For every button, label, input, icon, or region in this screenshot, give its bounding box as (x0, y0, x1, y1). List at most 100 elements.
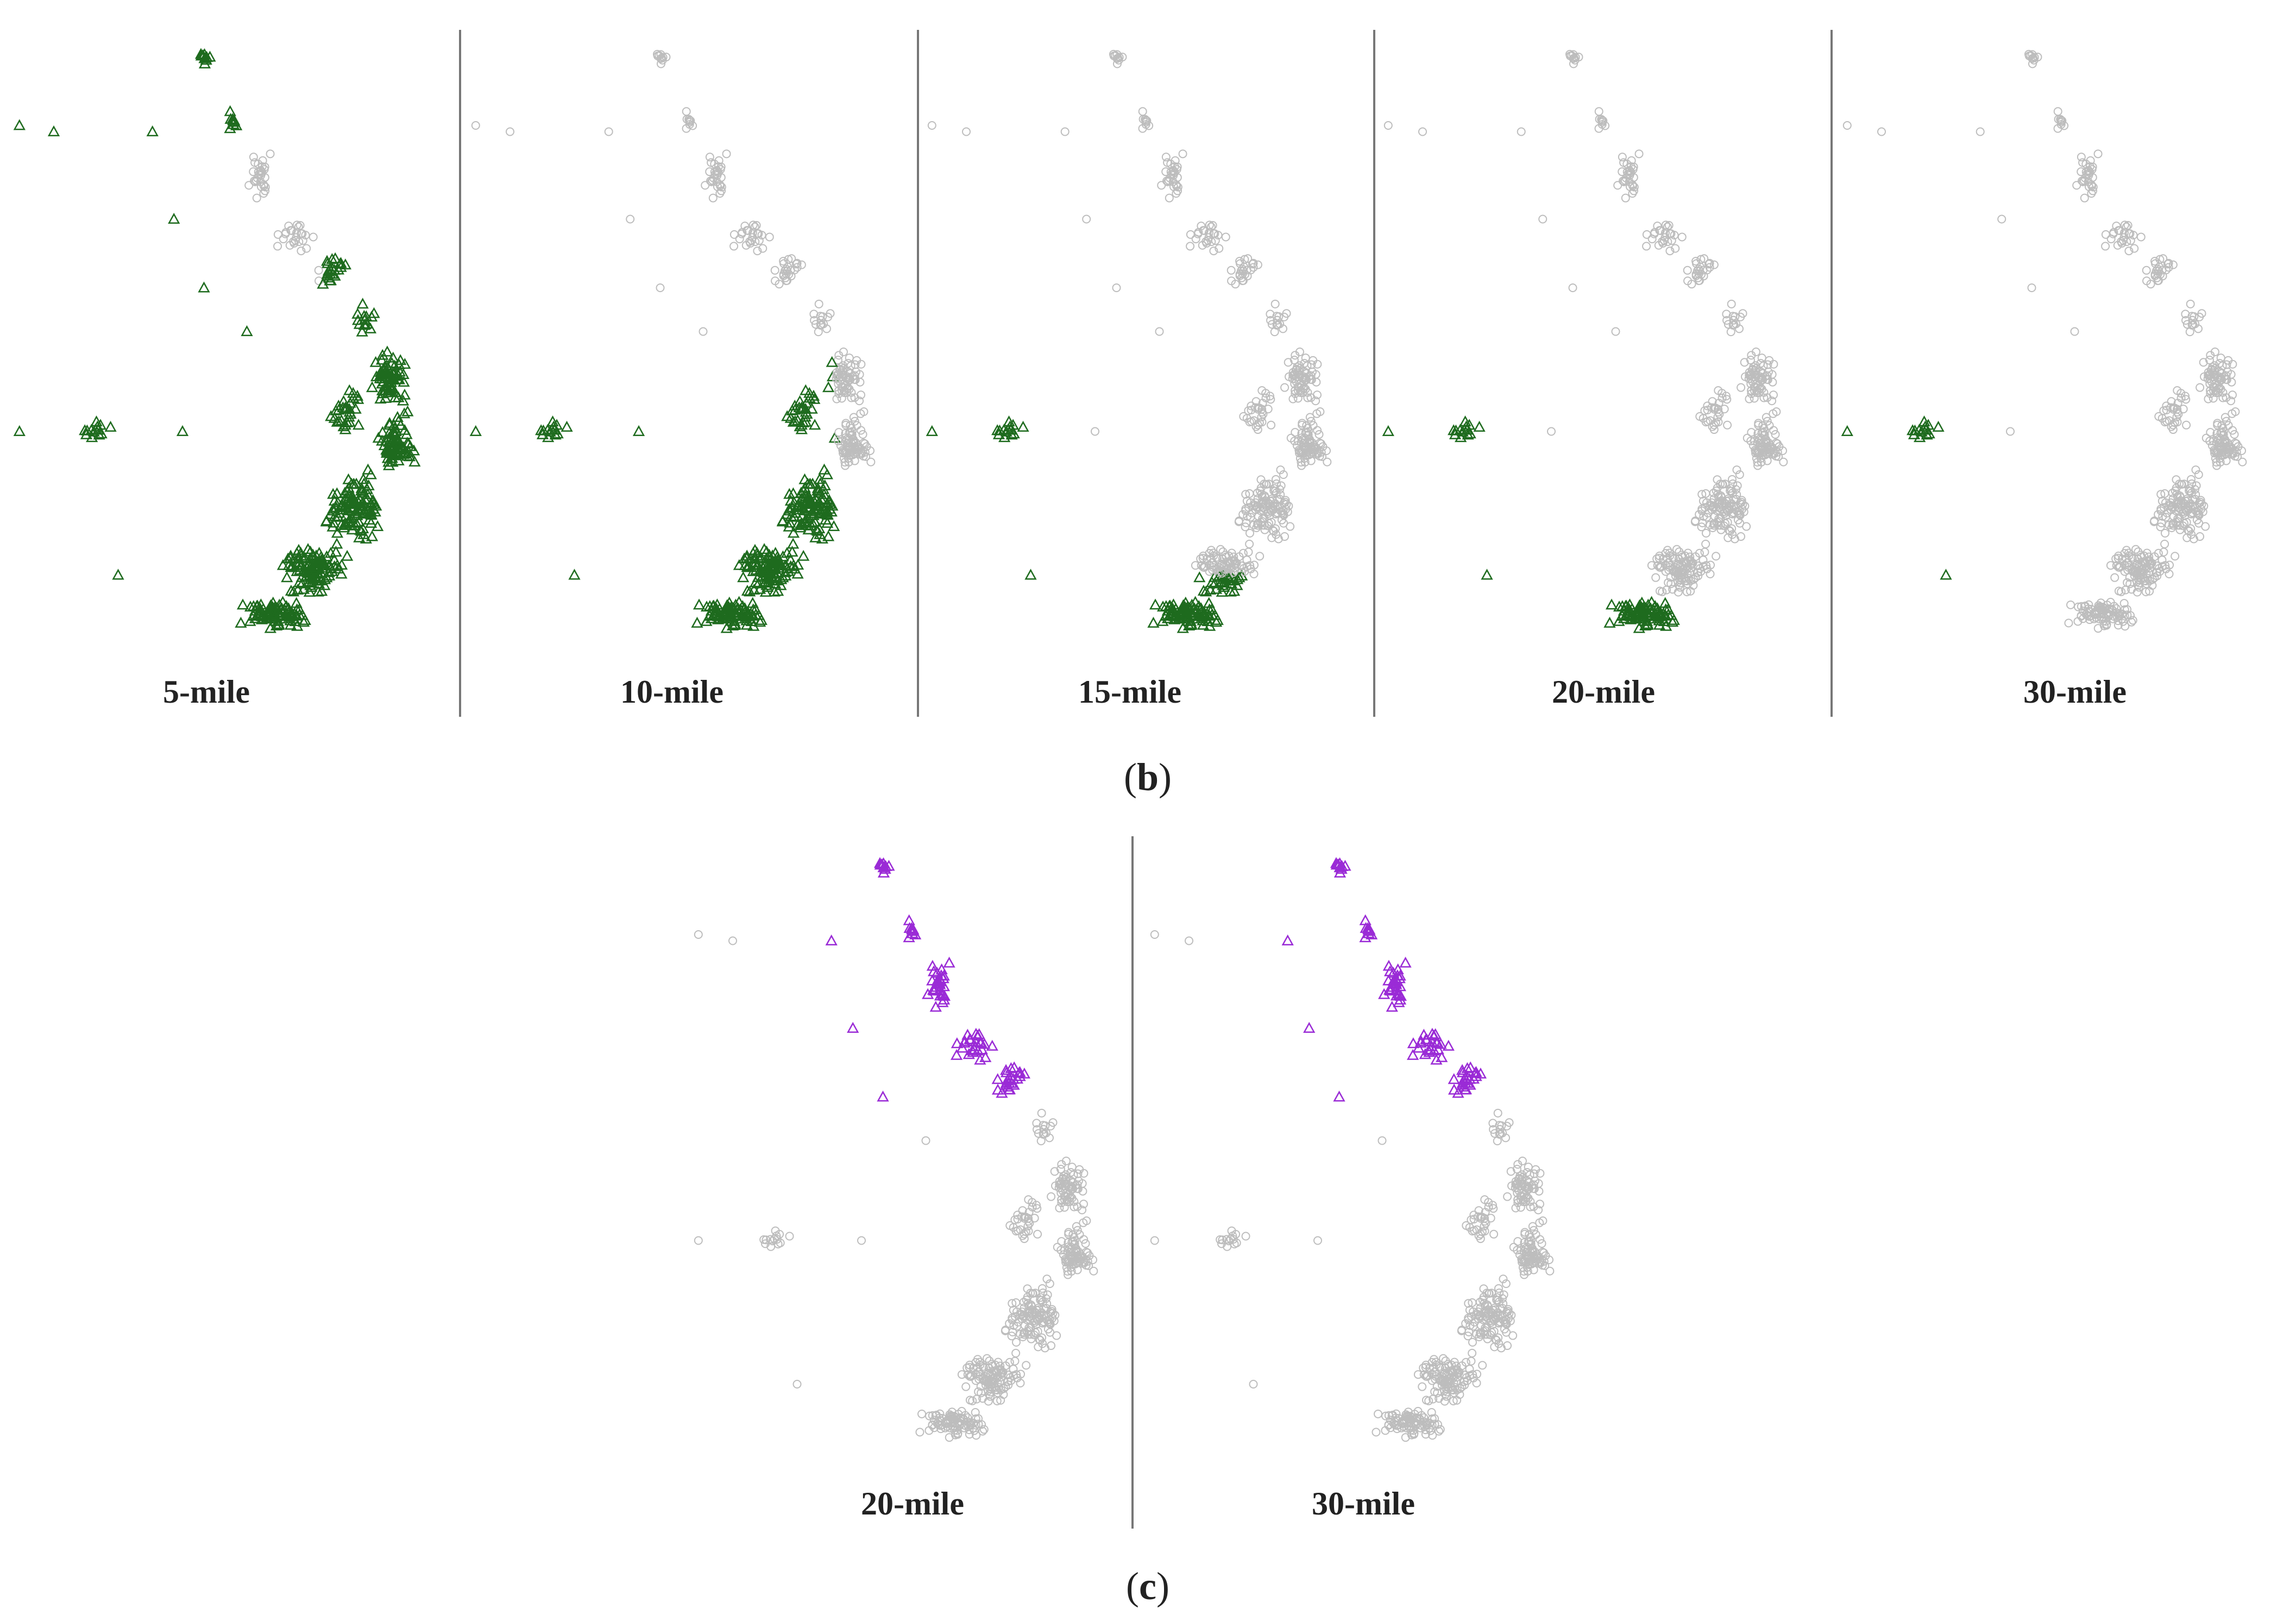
selected-station-marker (389, 444, 402, 455)
station-marker (1450, 1366, 1460, 1375)
station-marker (790, 266, 799, 275)
station-marker (2078, 177, 2087, 186)
station-marker (1251, 397, 1261, 406)
station-marker (1297, 458, 1306, 467)
station-marker (1538, 1261, 1547, 1270)
station-marker (1046, 1121, 1055, 1131)
station-marker (2146, 559, 2155, 568)
station-marker (2122, 546, 2131, 555)
station-marker (309, 232, 318, 242)
selected-station-marker (351, 509, 363, 520)
station-marker (1536, 1235, 1545, 1244)
station-marker (1277, 515, 1286, 525)
station-marker (1219, 561, 1228, 570)
selected-station-marker (389, 422, 401, 433)
station-marker (2122, 237, 2131, 247)
station-marker (1721, 511, 1731, 520)
station-marker (1242, 266, 1251, 275)
station-marker (1267, 420, 1276, 430)
station-marker (935, 1416, 945, 1425)
station-marker (1066, 1187, 1075, 1196)
selected-station-marker (1167, 605, 1180, 616)
station-marker (1020, 1330, 1029, 1339)
station-marker (1216, 545, 1225, 554)
selected-station-marker (348, 478, 360, 489)
station-marker (1687, 559, 1696, 568)
selected-station-marker (94, 419, 107, 430)
station-marker (1476, 1330, 1485, 1339)
station-marker (973, 1355, 982, 1364)
station-marker (1691, 257, 1701, 266)
selected-station-marker (313, 546, 325, 558)
selected-station-marker (950, 1049, 963, 1060)
selected-station-marker (1427, 1030, 1440, 1041)
station-marker (1196, 554, 1205, 564)
station-marker (839, 361, 848, 370)
selected-station-marker (301, 543, 314, 554)
selected-station-marker (362, 479, 375, 490)
station-marker (1024, 1214, 1033, 1223)
station-marker (1539, 1257, 1549, 1266)
selected-station-marker (331, 487, 343, 498)
selected-station-marker (1008, 1078, 1020, 1090)
station-marker (1028, 1289, 1037, 1298)
station-marker (1039, 1288, 1048, 1297)
station-marker (2172, 475, 2181, 484)
station-marker (1267, 320, 1276, 329)
station-marker (751, 237, 760, 247)
station-marker (2123, 578, 2132, 587)
station-marker (653, 51, 662, 60)
selected-station-marker (1430, 1053, 1443, 1065)
station-marker (2127, 553, 2136, 562)
station-marker (1764, 447, 1773, 457)
selected-station-marker (1186, 607, 1199, 618)
station-marker (1707, 403, 1716, 412)
station-marker (1265, 392, 1274, 401)
station-marker (1671, 571, 1680, 580)
station-marker (848, 371, 857, 381)
station-marker (1045, 1315, 1054, 1324)
station-marker (857, 359, 866, 369)
selected-station-marker (1662, 603, 1675, 614)
station-marker (2123, 220, 2133, 230)
station-marker (1074, 1257, 1084, 1266)
station-marker (1079, 1218, 1088, 1227)
station-marker (997, 1368, 1006, 1377)
station-marker (1280, 532, 1289, 541)
selected-station-marker (350, 517, 363, 528)
station-marker (1493, 1137, 1502, 1146)
station-marker (257, 168, 267, 177)
station-marker (1720, 507, 1729, 516)
selected-station-marker (1392, 963, 1404, 975)
station-marker (1071, 1181, 1080, 1190)
station-marker (1262, 479, 1271, 489)
station-marker (2179, 405, 2188, 414)
station-marker (1725, 501, 1734, 510)
station-marker (1489, 1204, 1498, 1213)
selected-station-marker (1922, 419, 1935, 430)
station-marker (1769, 409, 1778, 418)
station-marker (974, 1414, 983, 1423)
station-marker (1011, 1348, 1021, 1358)
station-marker (2177, 479, 2186, 489)
selected-station-marker (391, 411, 404, 422)
station-marker (1023, 1327, 1032, 1336)
station-marker (775, 1229, 784, 1239)
station-marker (849, 437, 858, 446)
station-marker (1721, 519, 1730, 528)
station-marker (294, 237, 304, 247)
station-marker (1186, 230, 1195, 239)
selected-station-marker (974, 1053, 986, 1065)
selected-station-marker (813, 522, 826, 533)
station-marker (1241, 522, 1250, 532)
station-marker (2161, 266, 2171, 275)
station-marker (1707, 505, 1716, 514)
station-marker (1661, 567, 1670, 576)
station-marker (770, 266, 779, 275)
station-marker (1693, 568, 1702, 577)
selected-station-marker (1467, 1072, 1480, 1084)
selected-station-marker (1633, 622, 1645, 633)
selected-station-marker (740, 614, 753, 626)
selected-station-marker (1464, 1061, 1477, 1072)
station-marker (1259, 409, 1268, 419)
